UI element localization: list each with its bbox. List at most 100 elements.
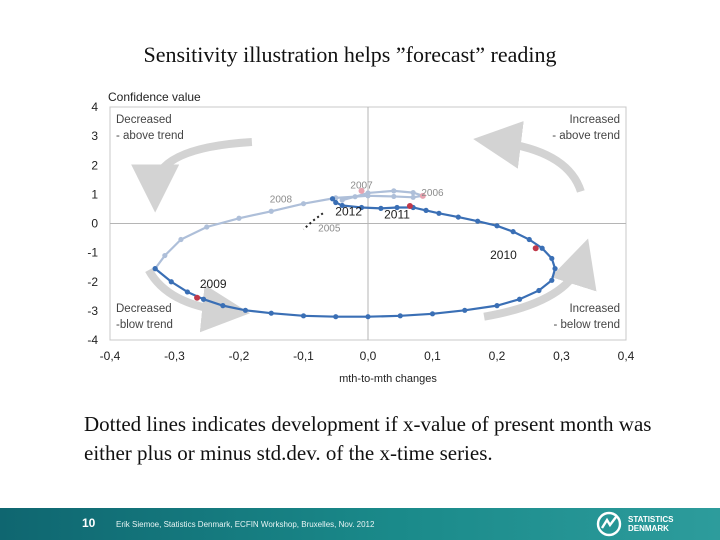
x-tick-label: -0,1 (293, 349, 314, 363)
series-point-light-12 (236, 215, 242, 221)
logo-mark-icon (596, 511, 622, 537)
series-point-light-3 (391, 188, 397, 194)
slide-title: Sensitivity illustration helps ”forecast… (143, 42, 557, 67)
series-point-dark-28 (394, 204, 400, 211)
label-layer: 2007 2006 2008 2005 2012 2011 2010 2009 (200, 181, 517, 292)
series-point-light-1 (352, 194, 358, 200)
y-tick-label: 1 (91, 187, 98, 201)
y-tick-label: 2 (91, 158, 98, 172)
year-label-2012: 2012 (335, 204, 362, 218)
series-point-dark-4 (220, 303, 226, 309)
footer-credit: Erik Siemoe, Statistics Denmark, ECFIN W… (116, 520, 375, 529)
year-marker-3 (532, 245, 539, 252)
x-tick-label: 0,0 (360, 349, 377, 363)
series-point-dark-1 (168, 279, 174, 285)
x-axis-label: mth-to-mth changes (339, 373, 437, 385)
series-point-dark-11 (429, 311, 436, 317)
series-point-dark-18 (549, 255, 555, 262)
series-point-dark-30 (358, 204, 365, 211)
quadrant-label-bottom-left: -blow trend (116, 319, 173, 331)
logo-line-2: DENMARK (628, 524, 669, 533)
arrow-bottom-right (483, 238, 597, 321)
year-marker-1 (419, 192, 426, 199)
year-marker-0 (358, 187, 365, 194)
series-point-light-6 (410, 194, 416, 200)
year-label-2006: 2006 (421, 188, 444, 199)
arrow-top-right (473, 121, 585, 193)
series-point-light-0 (339, 197, 345, 203)
series-point-dark-26 (423, 207, 429, 213)
series-point-dark-29 (378, 205, 384, 211)
quadrant-arrows (131, 121, 597, 333)
series-point-dark-10 (397, 313, 403, 319)
series-point-light-4 (410, 190, 416, 196)
series-point-dark-8 (333, 314, 339, 320)
x-tick-label: -0,3 (164, 349, 185, 363)
series-point-dark-12 (462, 307, 468, 313)
series-point-dark-0 (152, 266, 158, 272)
series-point-dark-19 (539, 245, 545, 251)
series-point-light-13 (204, 224, 210, 230)
series-point-dark-22 (494, 223, 500, 229)
series-point-dark-15 (536, 287, 542, 294)
series-point-dark-20 (526, 236, 532, 243)
series-line-dark (154, 198, 557, 318)
quadrant-labels: Decreased - above trend Increased - above t… (116, 114, 620, 331)
quadrant-label-top-left: Decreased (116, 114, 172, 126)
year-label-2009: 2009 (200, 277, 227, 291)
series-point-dark-13 (494, 303, 500, 309)
series-point-dark-7 (300, 313, 307, 319)
series-point-dark-9 (365, 314, 371, 320)
statistics-denmark-logo: STATISTICS DENMARK (596, 511, 716, 537)
quadrant-label-top-right: - above trend (552, 130, 620, 142)
year-label-2005: 2005 (318, 224, 341, 235)
series-point-light-10 (300, 201, 307, 207)
year-label-2011: 2011 (384, 207, 410, 221)
caption-text: Dotted lines indicates development if x-… (84, 412, 652, 465)
series-point-light-11 (268, 208, 274, 214)
series-point-dark-24 (455, 214, 461, 220)
quadrant-label-bottom-left: Decreased (116, 303, 172, 315)
footer-bar: 10 Erik Siemoe, Statistics Denmark, ECFI… (0, 508, 720, 540)
x-tick-label: 0,1 (424, 349, 441, 363)
page-number: 10 (82, 516, 96, 530)
series-point-light-7 (391, 193, 397, 200)
series-layer (152, 188, 558, 320)
x-tick-label: 0,2 (489, 349, 506, 363)
series-point-dark-32 (333, 199, 339, 206)
y-tick-label: -2 (87, 275, 98, 289)
quadrant-label-top-right: Increased (569, 114, 620, 126)
series-point-dark-5 (242, 307, 249, 313)
year-label-2008: 2008 (270, 195, 293, 206)
series-point-light-14 (178, 236, 184, 243)
series-point-dark-14 (516, 296, 523, 302)
x-tick-label: 0,4 (618, 349, 635, 363)
arrow-top-left (131, 137, 253, 213)
year-marker-4 (194, 294, 201, 301)
x-tick-label: 0,3 (553, 349, 570, 363)
series-point-dark-17 (552, 266, 558, 272)
y-tick-label: -4 (87, 333, 98, 347)
series-point-dark-21 (510, 229, 516, 235)
year-marker-2 (406, 203, 413, 210)
series-point-dark-6 (268, 310, 274, 316)
series-point-dark-16 (549, 277, 555, 283)
series-point-dark-23 (475, 218, 481, 224)
arrow-bottom-left (145, 268, 250, 333)
series-point-dark-3 (200, 296, 207, 302)
series-point-dark-31 (339, 202, 345, 209)
marker-layer (194, 187, 539, 301)
y-axis-label: Confidence value (108, 90, 201, 104)
y-tick-label: 3 (91, 129, 98, 143)
year-label-2010: 2010 (490, 248, 517, 262)
quadrant-label-bottom-right: Increased (569, 303, 620, 315)
series-point-dark-2 (184, 289, 190, 295)
year-label-2007: 2007 (350, 181, 373, 192)
projection-dotted-line (302, 212, 324, 231)
x-tick-label: -0,4 (100, 349, 121, 363)
series-point-light-15 (162, 252, 168, 259)
y-tick-label: 4 (91, 100, 98, 114)
series-point-dark-33 (329, 196, 336, 202)
tick-layer: -0,4 -0,3 -0,2 -0,1 0,0 0,1 0,2 0,3 0,4 4 3 2 1 0 -1 -2… (87, 100, 634, 363)
grid (109, 106, 627, 341)
